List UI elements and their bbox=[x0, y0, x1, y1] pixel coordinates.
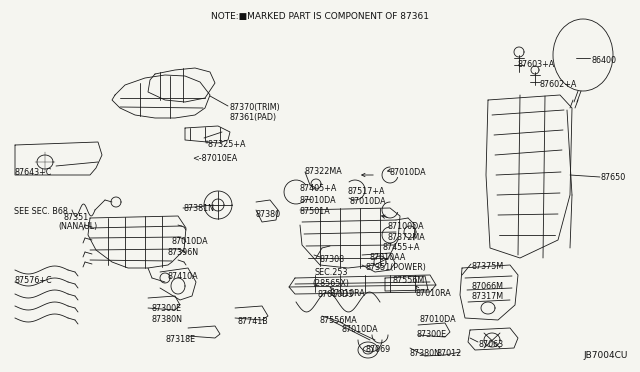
Text: 87010RA: 87010RA bbox=[330, 289, 365, 298]
Text: 87556M: 87556M bbox=[393, 276, 425, 285]
Text: 87322MA: 87322MA bbox=[305, 167, 343, 176]
Text: (28565X): (28565X) bbox=[312, 279, 349, 288]
Text: 87351: 87351 bbox=[63, 213, 88, 222]
Text: 87010DA: 87010DA bbox=[420, 315, 456, 324]
Text: 87380N: 87380N bbox=[152, 315, 183, 324]
Text: 87361(PAD): 87361(PAD) bbox=[230, 113, 277, 122]
Text: (NANAUL): (NANAUL) bbox=[58, 222, 97, 231]
Text: 87069: 87069 bbox=[366, 345, 391, 354]
Text: *87325+A: *87325+A bbox=[205, 140, 246, 149]
Text: 87741B: 87741B bbox=[238, 317, 269, 326]
Text: 87010DA: 87010DA bbox=[342, 325, 379, 334]
Text: 87603+A: 87603+A bbox=[518, 60, 556, 69]
Text: 87643+C: 87643+C bbox=[14, 168, 51, 177]
Text: <-87010EA: <-87010EA bbox=[192, 154, 237, 163]
Text: 87066M: 87066M bbox=[472, 282, 504, 291]
Text: SEC.253: SEC.253 bbox=[315, 268, 349, 277]
Text: 87063: 87063 bbox=[479, 340, 504, 349]
Text: 87455+A: 87455+A bbox=[383, 243, 420, 252]
Text: 87308: 87308 bbox=[320, 255, 345, 264]
Text: 87405+A: 87405+A bbox=[300, 184, 337, 193]
Text: 87556MA: 87556MA bbox=[320, 316, 358, 325]
Text: 87010DA: 87010DA bbox=[390, 168, 427, 177]
Text: 87010D3: 87010D3 bbox=[318, 290, 355, 299]
Text: 87375M: 87375M bbox=[472, 262, 504, 271]
Text: 87396N: 87396N bbox=[167, 248, 198, 257]
Text: 87300E: 87300E bbox=[152, 304, 182, 313]
Text: 87010DA: 87010DA bbox=[350, 197, 387, 206]
Text: JB7004CU: JB7004CU bbox=[584, 351, 628, 360]
Text: 86400: 86400 bbox=[592, 56, 617, 65]
Text: 87380: 87380 bbox=[255, 210, 280, 219]
Text: 87602+A: 87602+A bbox=[540, 80, 577, 89]
Text: 87010DA: 87010DA bbox=[171, 237, 207, 246]
Text: 87351(POWER): 87351(POWER) bbox=[366, 263, 427, 272]
Text: SEE SEC. B68: SEE SEC. B68 bbox=[14, 207, 68, 216]
Text: NOTE:■MARKED PART IS COMPONENT OF 87361: NOTE:■MARKED PART IS COMPONENT OF 87361 bbox=[211, 12, 429, 21]
Text: 87012: 87012 bbox=[437, 349, 462, 358]
Text: 87100DA: 87100DA bbox=[388, 222, 424, 231]
Text: 87010RA: 87010RA bbox=[416, 289, 452, 298]
Text: 87501A: 87501A bbox=[300, 207, 331, 216]
Text: 87318E: 87318E bbox=[165, 335, 195, 344]
Text: 87010DA: 87010DA bbox=[300, 196, 337, 205]
Text: 87517+A: 87517+A bbox=[348, 187, 385, 196]
Text: 87650: 87650 bbox=[601, 173, 627, 182]
Text: 87317M: 87317M bbox=[472, 292, 504, 301]
Text: 87576+C: 87576+C bbox=[14, 276, 52, 285]
Text: 87370(TRIM): 87370(TRIM) bbox=[230, 103, 281, 112]
Text: 87372MA: 87372MA bbox=[388, 233, 426, 242]
Text: 87410A: 87410A bbox=[168, 272, 198, 281]
Text: 87010AA: 87010AA bbox=[370, 253, 406, 262]
Text: 87380N: 87380N bbox=[410, 349, 441, 358]
Text: 87381N: 87381N bbox=[183, 204, 214, 213]
Text: 87300E: 87300E bbox=[417, 330, 447, 339]
